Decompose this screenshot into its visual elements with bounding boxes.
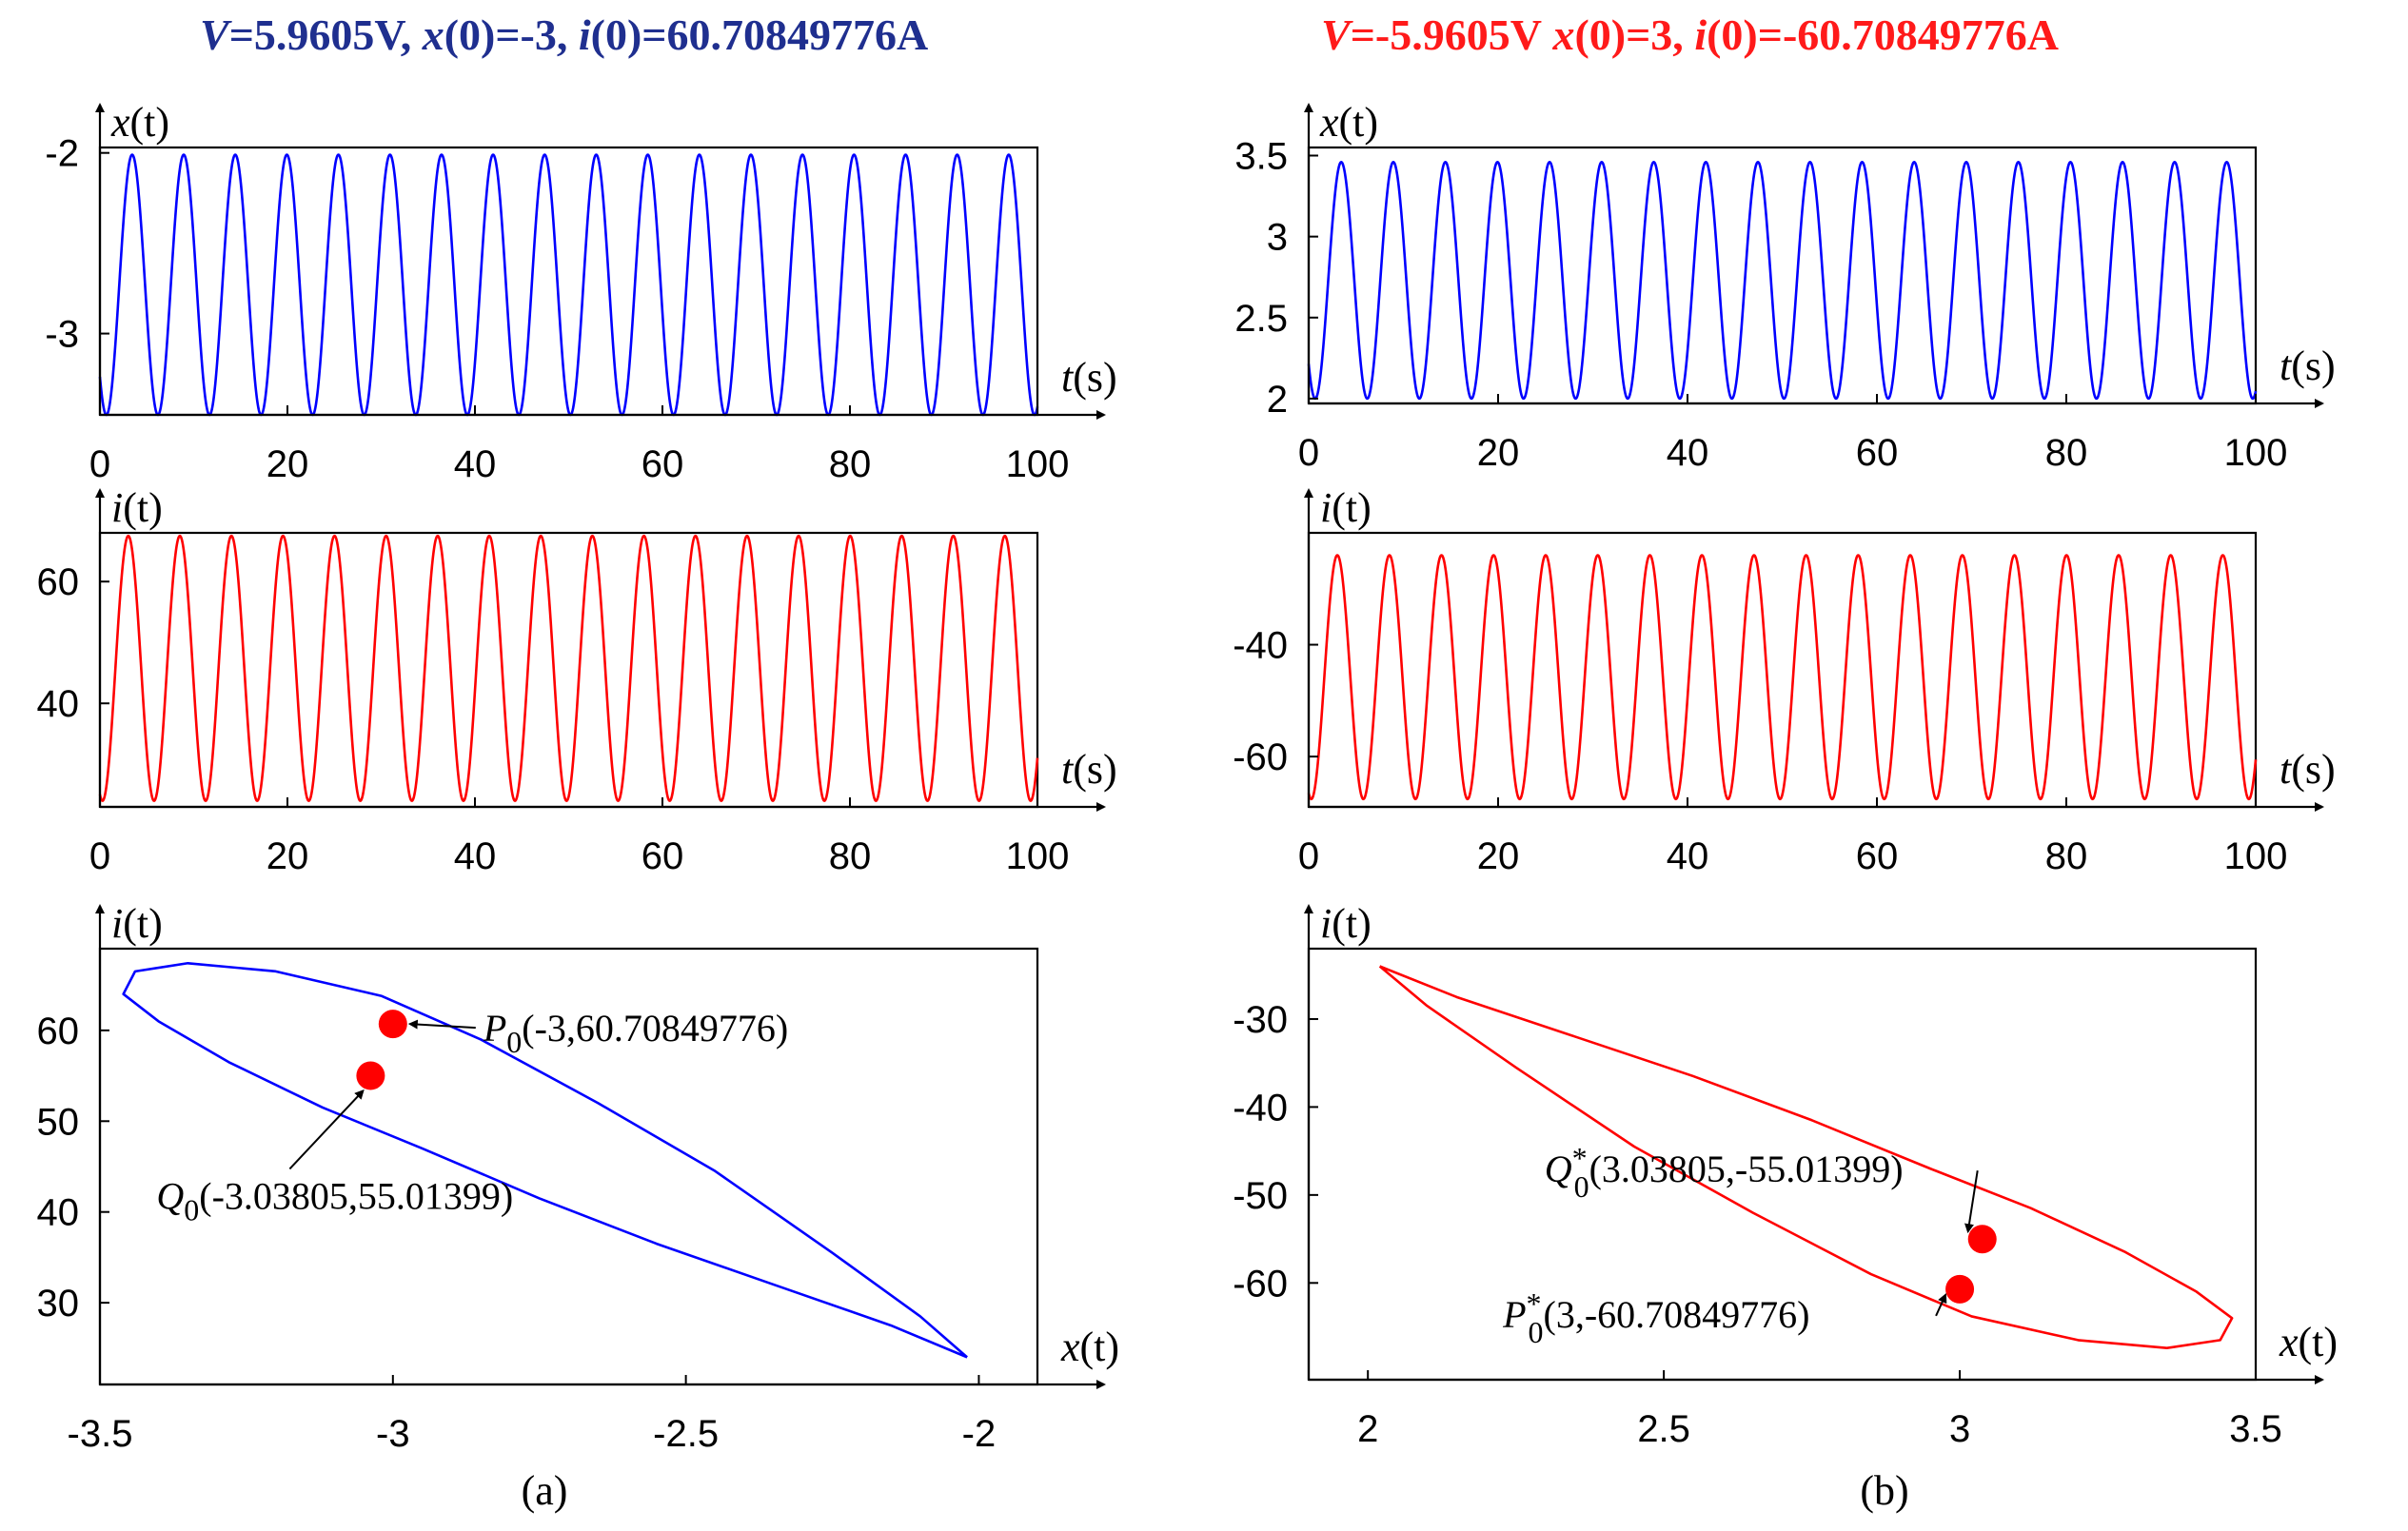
panel-a-chart-1-ytick-label: -3	[45, 314, 79, 356]
panel-a-chart-3-series	[122, 961, 968, 1359]
panel-b-chart-1: 0 20 40 60 80 100 3.5 3 2.5 2	[1234, 103, 2324, 474]
panel-b-chart-2-xtick-label: 60	[1856, 835, 1899, 877]
panel-b-chart-3-ytick-label: -50	[1233, 1175, 1288, 1217]
panel-b-chart-3-annotation-q: Q* 0(3.03805,-55.01399)	[1545, 1141, 1904, 1204]
panel-a-chart-3-annotation-arrow-q	[288, 1089, 365, 1170]
panel-a-chart-2: 0 20 40 60 80 100 60 40	[37, 488, 1106, 877]
panel-a-chart-2-series	[98, 534, 1039, 802]
panel-a-chart-1-xtick-label: 100	[1006, 443, 1070, 485]
panel-a-chart-2-ylabel: i(t)	[111, 484, 163, 531]
panel-b-chart-3-point-p	[1945, 1274, 1975, 1304]
header-a-v: 5.9605V,	[254, 10, 411, 59]
panel-b-chart-2-xtick-label: 80	[2045, 835, 2088, 877]
panel-a-chart-2-xtick-label: 0	[89, 835, 110, 877]
panel-a-chart-2-frame	[98, 531, 1039, 809]
panel-a-chart-3-annotation-arrow-p	[407, 1019, 476, 1030]
panel-b-chart-3-xtick-label: 2	[1357, 1408, 1378, 1450]
header-b-i0: (0)=-60.70849776A	[1707, 10, 2059, 59]
header-b-x0: (0)=3,	[1574, 10, 1683, 59]
panel-b-chart-3-xtick-label: 3.5	[2229, 1408, 2282, 1450]
panel-b-chart-2-series	[1307, 554, 2258, 801]
panel-a-chart-1-xtick-label: 0	[89, 443, 110, 485]
panel-a-chart-2-xtick-label: 20	[266, 835, 309, 877]
panel-b-chart-1-xtick-label: 40	[1667, 432, 1709, 474]
panel-a-chart-2-xlabel: t(s)	[1061, 746, 1117, 793]
panel-b-chart-2-xtick-label: 20	[1477, 835, 1520, 877]
header-b-v: -5.9605V	[1375, 10, 1542, 59]
panel-a-chart-3-ytick-label: 50	[37, 1101, 80, 1143]
panel-a-chart-1-xtick-label: 80	[829, 443, 872, 485]
panel-a-chart-1-xlabel: t(s)	[1061, 354, 1117, 401]
panel-b-chart-3-ytick-label: -40	[1233, 1087, 1288, 1129]
panel-b-chart-3-ylabel: i(t)	[1320, 900, 1372, 947]
panel-a-chart-1-xtick-label: 20	[266, 443, 309, 485]
panel-a-chart-3-ylabel: i(t)	[111, 900, 163, 947]
panel-a-chart-1-xtick-label: 60	[641, 443, 684, 485]
panel-a-chart-3-xtick-label: -3	[376, 1413, 410, 1455]
panel-a-chart-3-annotation-q: Q0(-3.03805,55.01399)	[156, 1174, 513, 1227]
panel-b-chart-1-ylabel: x(t)	[1319, 99, 1378, 146]
panel-b-chart-2-xtick-label: 40	[1667, 835, 1709, 877]
panel-b-chart-1-xtick-label: 0	[1298, 432, 1319, 474]
panel-b-chart-1-ytick-label: 2.5	[1234, 298, 1288, 340]
panel-label-a: (a)	[522, 1467, 568, 1514]
header-b: V=-5.9605V x(0)=3, i(0)=-60.70849776A	[1321, 10, 2059, 59]
panel-b-chart-3-ytick-label: -60	[1233, 1263, 1288, 1305]
panel-b-chart-1-xtick-label: 80	[2045, 432, 2088, 474]
panel-b-chart-3-point-q	[1967, 1225, 1997, 1254]
panel-b-chart-3-annotation-arrow-p	[1935, 1293, 1947, 1317]
panel-a-chart-1-xtick-label: 40	[454, 443, 497, 485]
panel-b-chart-2-xlabel: t(s)	[2280, 746, 2336, 793]
header-a-x0: (0)=-3,	[444, 10, 568, 59]
panel-b-chart-1-ytick-label: 3.5	[1234, 136, 1288, 178]
panel-a-chart-3: -3.5 -3 -2.5 -2 60 50 40 30 P0(-3,60.70849776) Q0…	[37, 904, 1106, 1455]
panel-a-chart-3-point-q	[356, 1061, 385, 1090]
panel-b-chart-1-ytick-label: 2	[1267, 379, 1288, 421]
panel-b-chart-1-xtick-label: 60	[1856, 432, 1899, 474]
panel-b-chart-3-annotation-arrow-q	[1964, 1170, 1979, 1234]
panel-b-chart-2: 0 20 40 60 80 100 -40 -60	[1233, 488, 2324, 877]
panel-label-b: (b)	[1860, 1467, 1908, 1514]
panel-a-chart-2-ytick-label: 40	[37, 683, 80, 725]
panel-a-chart-3-xtick-label: -2	[962, 1413, 997, 1455]
panel-b-chart-2-xtick-label: 100	[2224, 835, 2288, 877]
panel-a-chart-3-xlabel: x(t)	[1060, 1324, 1119, 1370]
panel-b-chart-1-series	[1307, 161, 2258, 401]
panel-b-chart-2-xtick-label: 0	[1298, 835, 1319, 877]
panel-b-chart-1-ytick-label: 3	[1267, 217, 1288, 259]
panel-a-chart-3-annotation-p: P0(-3,60.70849776)	[483, 1007, 788, 1059]
panel-b-chart-2-ytick-label: -60	[1233, 736, 1288, 778]
panel-b-chart-3-xlabel: x(t)	[2279, 1319, 2338, 1365]
panel-a-chart-2-xtick-label: 80	[829, 835, 872, 877]
panel-a-chart-3-ytick-label: 60	[37, 1011, 80, 1052]
panel-a-chart-1-ylabel: x(t)	[110, 99, 169, 146]
panel-a-chart-3-xtick-label: -3.5	[68, 1413, 133, 1455]
header-a: V=5.9605V, x(0)=-3, i(0)=60.70849776A	[200, 10, 928, 59]
panel-a-chart-1-series	[98, 153, 1039, 417]
panel-a-chart-1: 0 20 40 60 80 100 -2 -3	[45, 103, 1106, 485]
panel-a-chart-2-xtick-label: 40	[454, 835, 497, 877]
panel-a-chart-1-ytick-label: -2	[45, 133, 79, 175]
panel-a-chart-2-xtick-label: 60	[641, 835, 684, 877]
charts-layer: 0 20 40 60 80 100-2-3x(t)t(s)0 20 40 60 80 1006040…	[37, 99, 2339, 1455]
panel-a-chart-3-ytick-label: 30	[37, 1283, 80, 1325]
panel-b-chart-3: 2 2.5 3 3.5 -30 -40 -50 -60 Q* 0(3.03805,-55.0139…	[1233, 904, 2324, 1450]
panel-a-chart-3-ytick-label: 40	[37, 1192, 80, 1234]
panel-a-chart-3-point-p	[378, 1010, 407, 1039]
panel-b-chart-3-xtick-label: 3	[1949, 1408, 1970, 1450]
panel-b-chart-1-xtick-label: 100	[2224, 432, 2288, 474]
panel-b-chart-3-ytick-label: -30	[1233, 999, 1288, 1041]
header-a-i0: (0)=60.70849776A	[591, 10, 929, 59]
panel-a-chart-2-xtick-label: 100	[1006, 835, 1070, 877]
panel-b-chart-3-annotation-p: P* 0(3,-60.70849776)	[1502, 1286, 1809, 1349]
panel-b-chart-1-xtick-label: 20	[1477, 432, 1520, 474]
panel-a-chart-2-ytick-label: 60	[37, 561, 80, 603]
panel-b-chart-2-ytick-label: -40	[1233, 625, 1288, 667]
panel-a-chart-3-xtick-label: -2.5	[653, 1413, 719, 1455]
panel-b-chart-2-ylabel: i(t)	[1320, 484, 1372, 531]
panel-b-chart-3-xtick-label: 2.5	[1637, 1408, 1690, 1450]
panel-b-chart-1-xlabel: t(s)	[2280, 343, 2336, 389]
panel-b-chart-3-series	[1378, 965, 2234, 1350]
